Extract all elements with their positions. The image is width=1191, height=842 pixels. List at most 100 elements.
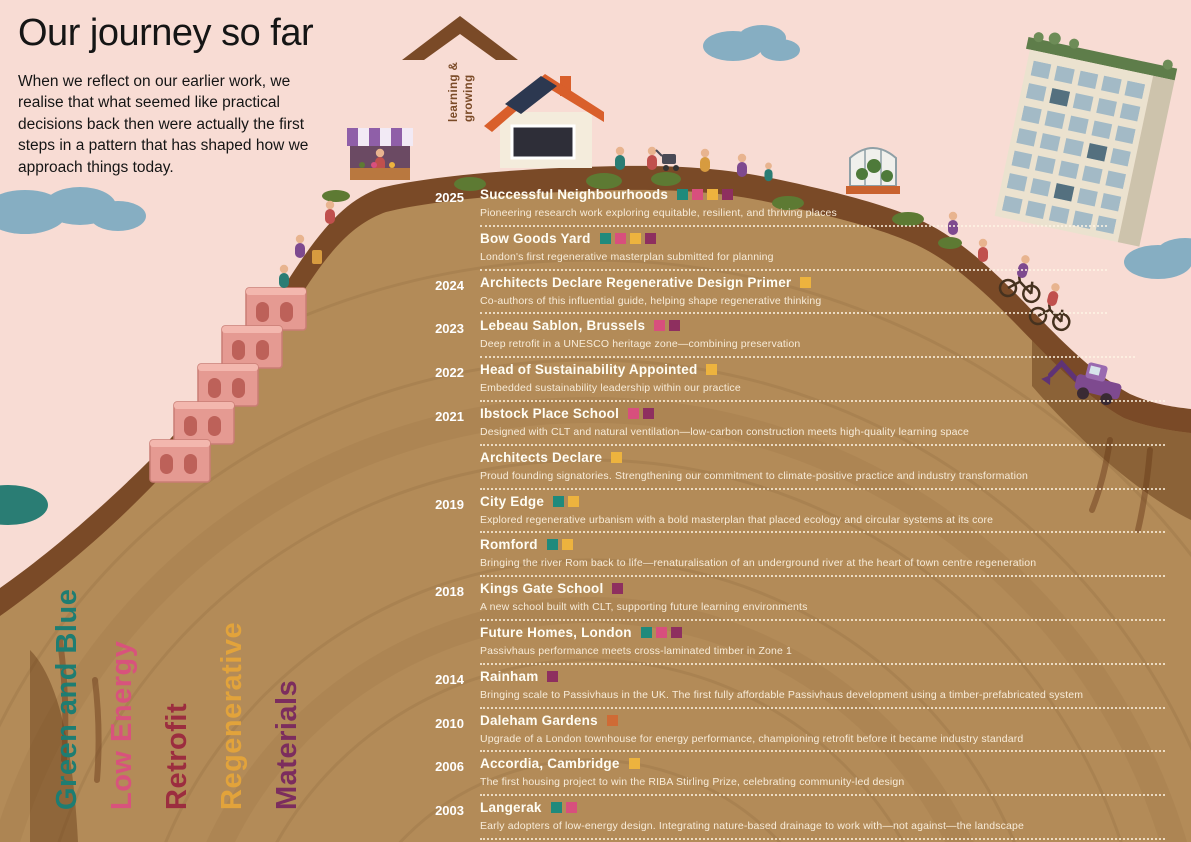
timeline-row: 2014 Rainham Bringing scale to Passivhau… bbox=[420, 665, 1165, 709]
timeline-entry: Successful Neighbourhoods Pioneering res… bbox=[480, 183, 1107, 227]
category-tag-yellow bbox=[611, 451, 623, 463]
category-tag-teal bbox=[599, 232, 611, 244]
category-tag-purple bbox=[722, 189, 734, 200]
entry-description: A new school built with CLT, supporting … bbox=[480, 601, 808, 614]
timeline-entry: Kings Gate School A new school built wit… bbox=[480, 577, 1165, 621]
entry-tags bbox=[547, 670, 559, 682]
entry-tags bbox=[640, 626, 682, 638]
timeline-row: 2010 Daleham Gardens Upgrade of a London… bbox=[420, 709, 1165, 753]
header: Our journey so far When we reflect on ou… bbox=[18, 12, 348, 178]
entry-tags bbox=[628, 758, 640, 770]
terraced-housing-icon bbox=[149, 287, 307, 483]
entry-title: Kings Gate School bbox=[480, 581, 604, 597]
timeline-entry: Architects Declare Regenerative Design P… bbox=[480, 271, 1107, 315]
entry-description: Bringing the river Rom back to life—rena… bbox=[480, 557, 1037, 570]
timeline-year: 2025 bbox=[435, 190, 464, 205]
timeline-row: 2025 Successful Neighbourhoods Pioneerin… bbox=[420, 183, 1165, 227]
entry-title: Architects Declare Regenerative Design P… bbox=[480, 274, 792, 290]
entry-title: City Edge bbox=[480, 493, 545, 509]
person-icon bbox=[295, 234, 305, 258]
greenhouse-icon bbox=[846, 147, 900, 194]
timeline-entry: Romford Bringing the river Rom back to l… bbox=[480, 533, 1165, 578]
person-icon bbox=[647, 146, 657, 170]
bicycle-icon bbox=[998, 254, 1041, 304]
timeline-row: 2024 Architects Declare Regenerative Des… bbox=[420, 271, 1165, 315]
entry-title: Architects Declare bbox=[480, 449, 603, 465]
page-title: Our journey so far bbox=[18, 12, 314, 54]
entry-tags bbox=[612, 583, 624, 595]
legend-low-energy: Low Energy bbox=[106, 640, 138, 810]
cloud-icon bbox=[1124, 238, 1191, 279]
entry-title: Daleham Gardens bbox=[480, 712, 598, 728]
tower-icon bbox=[994, 32, 1178, 247]
category-tag-teal bbox=[640, 626, 652, 638]
person-icon bbox=[279, 264, 289, 288]
timeline-year: 2021 bbox=[435, 408, 464, 424]
timeline-row: 2018 Kings Gate School A new school buil… bbox=[420, 577, 1165, 621]
timeline-row: Bow Goods Yard London's first regenerati… bbox=[420, 227, 1165, 271]
timeline-year: 2022 bbox=[435, 365, 464, 381]
entry-title: Rainham bbox=[480, 668, 539, 684]
person-icon bbox=[700, 148, 710, 172]
house-icon bbox=[484, 74, 604, 168]
category-tag-pink bbox=[654, 320, 666, 332]
arrow-caption: learning & growing bbox=[447, 62, 477, 122]
person-icon bbox=[737, 153, 747, 177]
entry-title: Accordia, Cambridge bbox=[480, 756, 620, 772]
person-icon bbox=[615, 146, 625, 170]
timeline-row: 2006 Accordia, Cambridge The first housi… bbox=[420, 752, 1165, 797]
entry-description: Upgrade of a London townhouse for energy… bbox=[480, 732, 1024, 745]
legend-green-and-blue: Green and Blue bbox=[51, 588, 83, 810]
suitcase-icon bbox=[312, 250, 322, 264]
entry-title: Ibstock Place School bbox=[480, 405, 620, 421]
timeline-year bbox=[420, 621, 464, 665]
timeline-entry: Accordia, Cambridge The first housing pr… bbox=[480, 752, 1165, 797]
entry-tags bbox=[628, 407, 655, 419]
category-tag-purple bbox=[643, 407, 655, 419]
timeline-row: Future Homes, London Passivhaus performa… bbox=[420, 621, 1165, 665]
legend-regenerative: Regenerative bbox=[216, 621, 248, 810]
category-tag-yellow bbox=[707, 189, 719, 200]
entry-title: Bow Goods Yard bbox=[480, 230, 591, 246]
entry-tags bbox=[550, 802, 577, 814]
entry-tags bbox=[599, 232, 656, 244]
entry-description: London's first regenerative masterplan s… bbox=[480, 250, 774, 263]
soil-light-layer bbox=[0, 189, 1191, 842]
timeline-entry: Langerak Early adopters of low-energy de… bbox=[480, 796, 1165, 840]
category-tag-yellow bbox=[800, 276, 812, 288]
entry-tags bbox=[654, 320, 681, 332]
category-tag-pink bbox=[614, 232, 626, 244]
timeline-year bbox=[420, 227, 464, 271]
category-tag-teal bbox=[546, 539, 558, 551]
entry-description: Deep retrofit in a UNESCO heritage zone—… bbox=[480, 338, 801, 351]
entry-title: Successful Neighbourhoods bbox=[480, 187, 669, 202]
teal-cloud-icon bbox=[0, 485, 48, 525]
category-tag-pink bbox=[628, 407, 640, 419]
category-tag-purple bbox=[670, 626, 682, 638]
timeline-year: 2003 bbox=[435, 803, 464, 819]
timeline-entry: Rainham Bringing scale to Passivhaus in … bbox=[480, 665, 1165, 709]
person-icon bbox=[764, 162, 773, 182]
market-stall-icon bbox=[347, 128, 413, 180]
timeline-year: 2006 bbox=[435, 759, 464, 775]
entry-description: The first housing project to win the RIB… bbox=[480, 776, 905, 789]
entry-title: Lebeau Sablon, Brussels bbox=[480, 318, 646, 334]
entry-title: Langerak bbox=[480, 800, 542, 816]
entry-description: Co-authors of this influential guide, he… bbox=[480, 294, 822, 307]
timeline-year bbox=[420, 533, 464, 577]
category-tag-teal bbox=[553, 495, 565, 507]
excavator-icon bbox=[1041, 359, 1122, 406]
category-tag-yellow bbox=[706, 364, 718, 376]
cloud-icon bbox=[703, 25, 800, 61]
timeline-year: 2024 bbox=[435, 277, 464, 293]
category-tag-purple bbox=[669, 320, 681, 332]
timeline-year: 2014 bbox=[435, 671, 464, 687]
timeline-row: 2021 Ibstock Place School Designed with … bbox=[420, 402, 1165, 446]
entry-tags bbox=[706, 364, 718, 376]
entry-description: Early adopters of low-energy design. Int… bbox=[480, 820, 1024, 833]
category-tag-pink bbox=[692, 189, 704, 200]
timeline-entry: Future Homes, London Passivhaus performa… bbox=[480, 621, 1165, 665]
entry-description: Pioneering research work exploring equit… bbox=[480, 207, 837, 219]
